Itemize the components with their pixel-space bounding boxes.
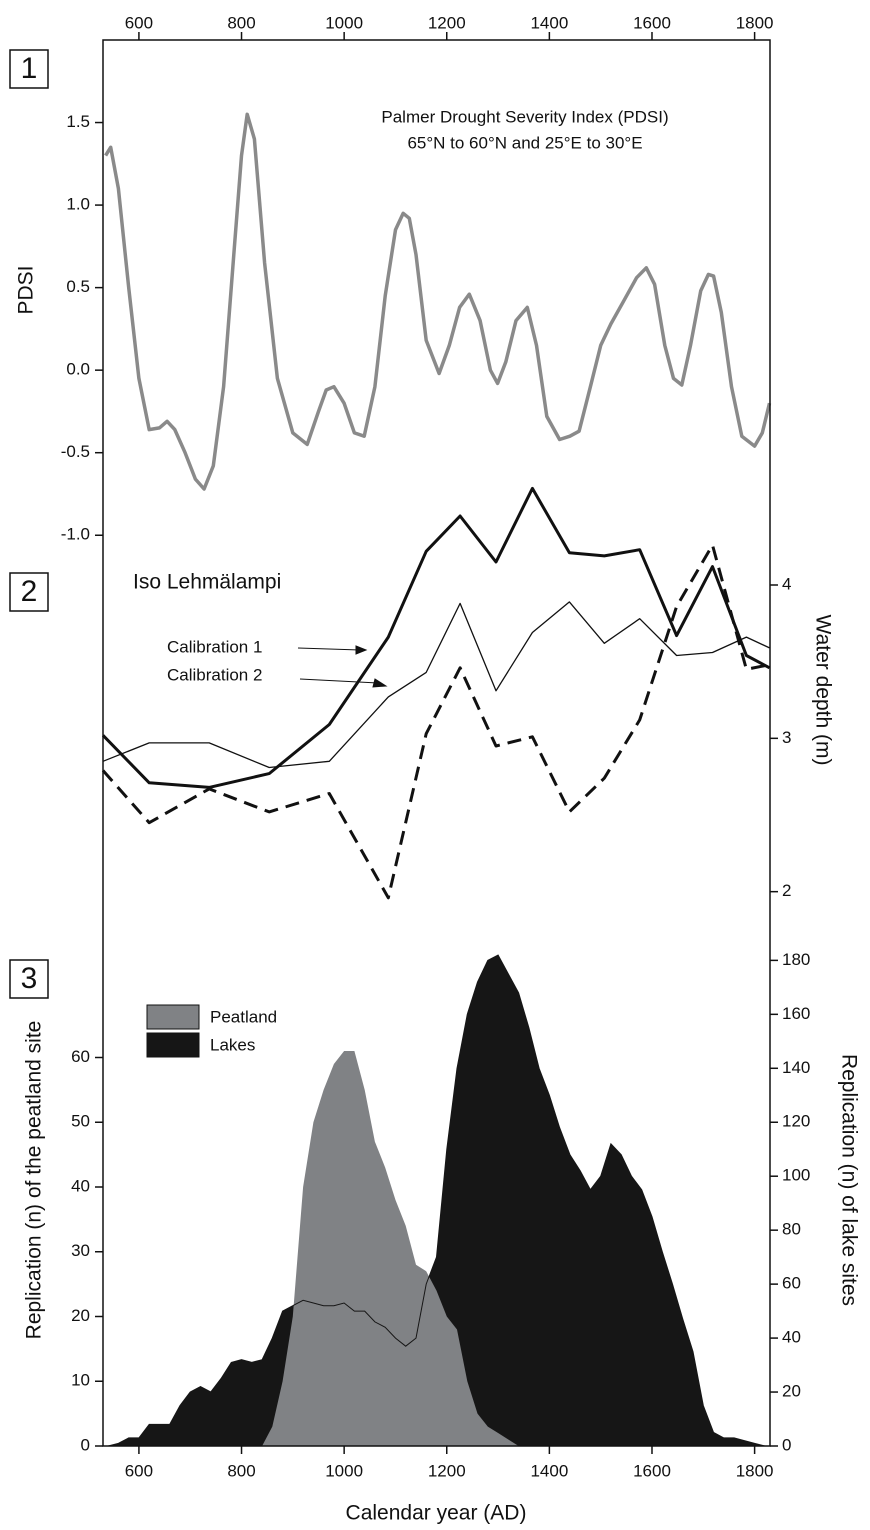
y2-tick-label: 160	[782, 1004, 810, 1023]
chart-title: Iso Lehmälampi	[133, 571, 281, 594]
legend-label: Lakes	[210, 1035, 255, 1054]
y2-tick-label: 100	[782, 1166, 810, 1185]
line-series	[101, 486, 771, 789]
y2-axis-label: Water depth (m)	[811, 615, 834, 766]
panel-box	[9, 572, 49, 612]
x-tick-label: 1400	[530, 1461, 568, 1480]
y2-tick-label: 60	[782, 1274, 801, 1293]
y2-tick-label: 20	[782, 1382, 801, 1401]
line-series	[101, 543, 770, 900]
y2-tick-label: 120	[782, 1112, 810, 1131]
x-tick-label: 800	[227, 13, 255, 32]
chart-subtitle: 65°N to 60°N and 25°E to 30°E	[407, 133, 642, 152]
x-axis-label: Calendar year (AD)	[346, 1502, 527, 1525]
x-tick-label: 1600	[633, 13, 671, 32]
y2-tick-label: 2	[782, 881, 791, 900]
area-series	[262, 1051, 519, 1446]
y-tick-label: 0	[81, 1435, 90, 1454]
y-tick-label: 1.0	[66, 195, 90, 214]
plot-frame	[102, 39, 771, 1447]
arrow-head	[372, 678, 388, 688]
y2-tick-label: 180	[782, 950, 810, 969]
x-tick-label: 1600	[633, 1461, 671, 1480]
plot-marks	[101, 112, 772, 1447]
y-tick-label: 0.0	[66, 360, 90, 379]
legend-swatch	[146, 1032, 200, 1058]
legend-label: Peatland	[210, 1007, 277, 1026]
panel-box	[9, 959, 49, 999]
y2-tick-label: 3	[782, 728, 791, 747]
x-tick-label: 1200	[428, 1461, 466, 1480]
panel-label: 2	[21, 575, 38, 608]
line-series	[102, 601, 770, 769]
arrow-head	[355, 645, 368, 655]
y-tick-label: 1.5	[66, 112, 90, 131]
y2-tick-label: 0	[782, 1435, 791, 1454]
panel-label: 3	[21, 962, 38, 995]
chart-title: Palmer Drought Severity Index (PDSI)	[381, 107, 668, 126]
x-tick-label: 1000	[325, 13, 363, 32]
x-tick-label: 1200	[428, 13, 466, 32]
y2-tick-label: 4	[782, 574, 791, 593]
y-tick-label: -0.5	[61, 442, 90, 461]
y-tick-label: 0.5	[66, 277, 90, 296]
panel-box	[9, 49, 49, 89]
y-tick-label: 40	[71, 1176, 90, 1195]
area-outline	[107, 954, 766, 1447]
y-axis-label: PDSI	[15, 265, 38, 314]
y2-axis-label: Replication (n) of lake sites	[837, 1054, 860, 1306]
line-series	[104, 112, 772, 491]
x-tick-label: 600	[125, 13, 153, 32]
x-tick-label: 1000	[325, 1461, 363, 1480]
arrow	[297, 647, 361, 651]
x-tick-label: 600	[125, 1461, 153, 1480]
y-tick-label: 30	[71, 1241, 90, 1260]
y2-tick-label: 140	[782, 1058, 810, 1077]
y2-tick-label: 40	[782, 1328, 801, 1347]
arrow	[299, 678, 379, 684]
y-tick-label: 10	[71, 1371, 90, 1390]
y2-tick-label: 80	[782, 1220, 801, 1239]
y-tick-label: 60	[71, 1047, 90, 1066]
series-label: Calibration 1	[167, 637, 262, 656]
panel-label: 1	[21, 52, 38, 85]
series-label: Calibration 2	[167, 665, 262, 684]
legend-swatch	[146, 1004, 200, 1030]
y-tick-label: 50	[71, 1112, 90, 1131]
x-tick-label: 800	[227, 1461, 255, 1480]
label-arrows	[297, 645, 388, 688]
y-tick-label: -1.0	[61, 525, 90, 544]
x-tick-label: 1400	[530, 13, 568, 32]
y-axis-label: Replication (n) of the peatland site	[23, 1021, 46, 1340]
x-tick-label: 1800	[736, 1461, 774, 1480]
area-series	[108, 955, 765, 1446]
x-tick-label: 1800	[736, 13, 774, 32]
y-tick-label: 20	[71, 1306, 90, 1325]
